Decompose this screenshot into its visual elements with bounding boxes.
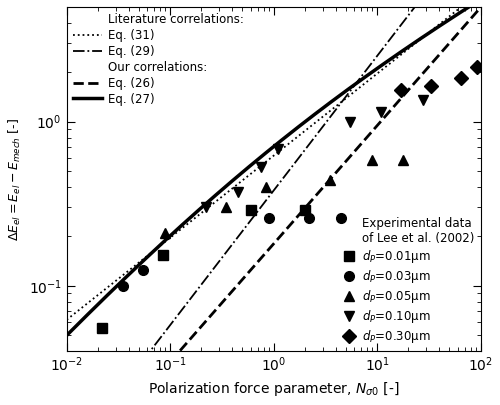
X-axis label: Polarization force parameter, $N_{\sigma0}$ [-]: Polarization force parameter, $N_{\sigma… (148, 380, 400, 398)
Legend: Experimental data
of Lee et al. (2002), $d_P$=0.01μm, $d_P$=0.03μm, $d_P$=0.05μm: Experimental data of Lee et al. (2002), … (340, 215, 477, 347)
Y-axis label: $\Delta E_{el} = E_{el} - E_{mech}$ [-]: $\Delta E_{el} = E_{el} - E_{mech}$ [-] (7, 117, 23, 241)
